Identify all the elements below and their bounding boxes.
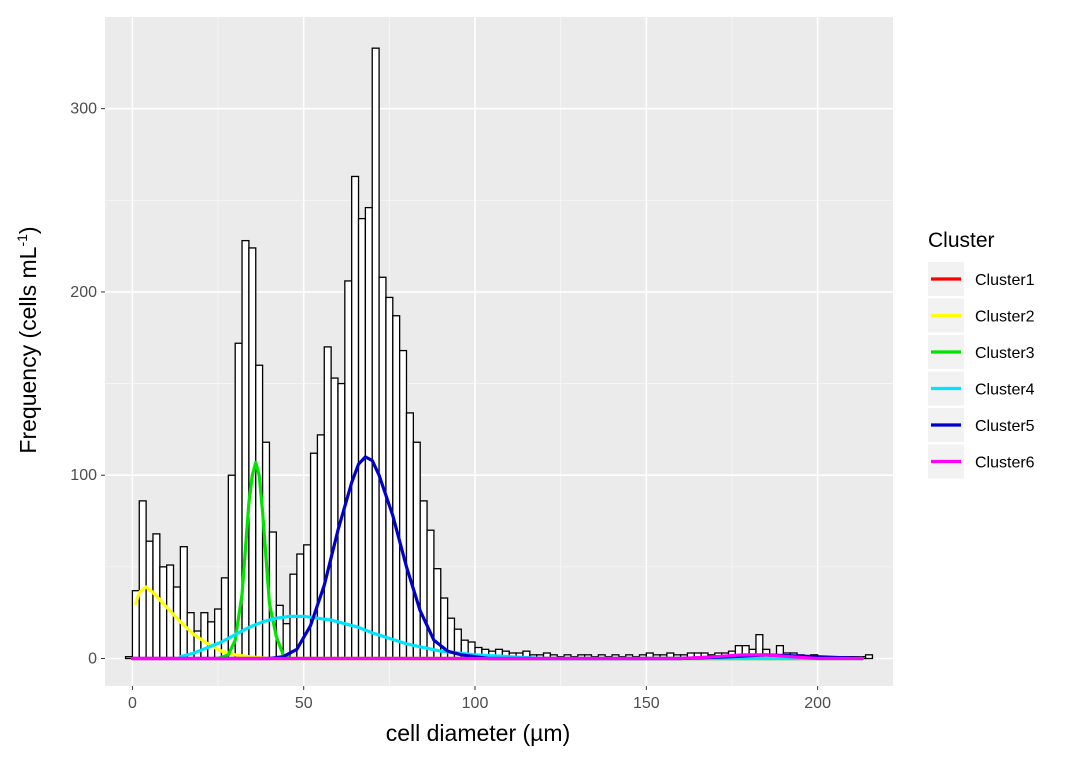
histogram-bar	[159, 566, 168, 660]
histogram-bar	[364, 206, 373, 660]
y-axis: 0 100 200 300	[70, 101, 105, 668]
histogram-bar	[309, 452, 319, 660]
histogram-bar	[268, 531, 277, 660]
grid-major	[105, 17, 893, 686]
x-tick-label: 150	[633, 695, 660, 712]
legend-label: Cluster2	[975, 309, 1035, 326]
series-line-cluster4	[178, 614, 864, 661]
histogram-bar	[412, 441, 421, 660]
legend-label: Cluster4	[975, 382, 1035, 399]
histogram-bar	[357, 217, 367, 660]
legend-item-cluster2: Cluster2	[928, 298, 1035, 333]
x-tick-label: 50	[295, 695, 313, 712]
legend-item-cluster4: Cluster4	[928, 371, 1035, 406]
histogram-bar	[316, 434, 325, 660]
histogram-bar	[227, 474, 236, 660]
histogram-bar	[419, 500, 428, 660]
y-tick-label: 100	[70, 467, 97, 484]
x-axis-title: cell diameter (µm)	[386, 720, 571, 746]
histogram-bar	[323, 346, 332, 660]
histogram-bar	[248, 247, 257, 660]
histogram-bar	[351, 175, 360, 660]
legend-label: Cluster5	[975, 418, 1035, 435]
legend-item-cluster3: Cluster3	[928, 335, 1035, 369]
histogram-bar	[344, 280, 353, 660]
y-axis-title: Frequency (cells mL-1)	[14, 226, 41, 453]
y-tick-label: 200	[70, 284, 97, 301]
histogram-bar	[405, 412, 414, 660]
histogram-bar	[398, 349, 408, 660]
cluster-curves	[130, 455, 864, 661]
y-tick-label: 300	[70, 101, 97, 118]
histogram-bar	[330, 377, 339, 660]
histogram-bar	[207, 621, 216, 660]
legend-label: Cluster3	[975, 345, 1035, 362]
legend-item-cluster6: Cluster6	[928, 444, 1035, 479]
x-tick-label: 200	[804, 695, 831, 712]
plot-panel	[105, 17, 893, 686]
legend-title: Cluster	[928, 229, 995, 252]
histogram-bar	[303, 544, 312, 660]
histogram-bars	[124, 47, 874, 660]
y-tick-label: 0	[88, 651, 97, 668]
legend-item-cluster1: Cluster1	[928, 262, 1035, 296]
histogram-bar	[179, 546, 188, 660]
y-axis-title-close: )	[15, 226, 41, 234]
legend-item-cluster5: Cluster5	[928, 408, 1035, 442]
histogram-bar	[378, 276, 387, 660]
histogram-bar	[145, 540, 154, 660]
histogram-bar	[392, 315, 401, 660]
x-tick-label: 100	[462, 695, 489, 712]
legend-label: Cluster6	[975, 455, 1035, 472]
y-axis-title-superscript: -1	[14, 234, 30, 247]
y-axis-title-main: Frequency (cells mL	[15, 246, 41, 453]
series-line-cluster6	[130, 653, 864, 661]
legend-label: Cluster1	[975, 272, 1035, 289]
histogram-bar	[371, 47, 380, 660]
histogram-bar	[138, 500, 147, 660]
histogram-bar	[220, 577, 229, 660]
histogram-bar	[864, 654, 874, 660]
histogram-bar	[385, 296, 394, 660]
x-tick-label: 0	[128, 695, 137, 712]
legend-items: Cluster1 Cluster2 Cluster3 Cluster4 Cluster5…	[928, 262, 1035, 479]
x-axis: 0 50 100 150 200	[128, 686, 831, 712]
histogram-bar	[200, 612, 209, 660]
legend: Cluster Cluster1 Cluster2 Cluster3 Cluster4…	[928, 229, 1035, 479]
